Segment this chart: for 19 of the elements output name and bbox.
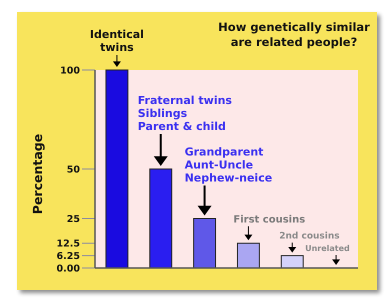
chart-title: How genetically similar are related people?	[218, 20, 370, 49]
annotation: Fraternal twins Siblings Parent & child	[138, 94, 232, 133]
annotation: Grandparent Aunt-Uncle Nephew-neice	[184, 146, 272, 184]
y-tick-label: 6.25	[56, 250, 80, 262]
y-axis-title: Percentage	[30, 134, 45, 214]
bar	[236, 242, 260, 268]
y-tick-label: 0.00	[56, 263, 80, 274]
bar	[149, 168, 172, 268]
y-tick-label: 50	[66, 164, 80, 176]
bar	[280, 255, 304, 268]
y-tick-label: 25	[66, 214, 80, 225]
bar	[105, 70, 128, 268]
annotation: 2nd cousins	[279, 232, 340, 242]
bar	[193, 218, 216, 268]
text: Identical twins	[90, 28, 144, 54]
y-tick-label: 100	[60, 65, 80, 76]
y-tick-label: 12.5	[56, 238, 80, 250]
annotation: First cousins	[233, 214, 306, 226]
annotation: Unrelated	[305, 244, 350, 253]
